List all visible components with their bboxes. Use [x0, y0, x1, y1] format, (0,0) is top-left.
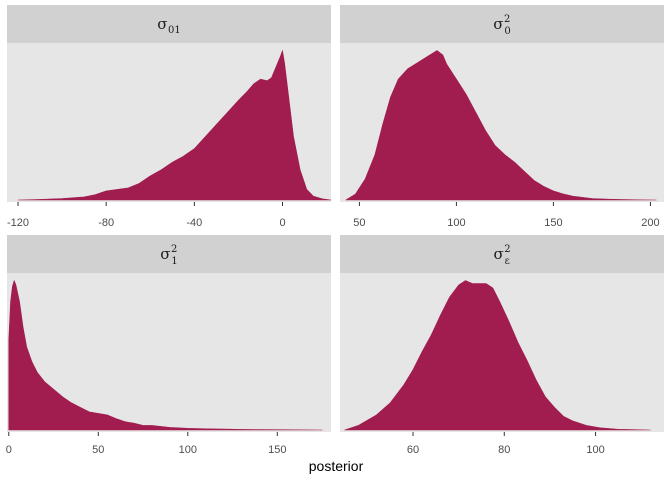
x-tick-label: 80 [498, 444, 510, 456]
facet-strip-label: σ2 1 [160, 244, 178, 267]
facet-strip-label: σ01 [157, 15, 180, 36]
facet-panel-2: σ2 1 0 50 100 150 [6, 235, 331, 456]
density-area [17, 50, 332, 201]
x-tick-label: -40 [186, 217, 202, 229]
x-tick-label: 50 [92, 444, 104, 456]
x-tick-label: 100 [447, 217, 465, 229]
x-tick-label: -120 [7, 217, 29, 229]
facet-strip [7, 5, 331, 43]
density-area [8, 280, 323, 431]
facet-panel-1: σ2 0 50 100 150 200 [340, 5, 664, 229]
panels-layer: σ01 -120 -80 -40 0 σ2 0 50 100 150 200 σ2 1 0 50 100 150… [6, 5, 664, 456]
x-tick-label: 150 [544, 217, 562, 229]
x-tick-label: -80 [98, 217, 114, 229]
facet-panel-0: σ01 -120 -80 -40 0 [7, 5, 332, 229]
x-tick-label: 100 [179, 444, 197, 456]
x-tick-label: 100 [586, 444, 604, 456]
x-tick-label: 0 [6, 444, 12, 456]
facet-strip [340, 235, 664, 273]
density-area [345, 50, 657, 201]
x-tick-label: 50 [353, 217, 365, 229]
x-axis-title: posterior [309, 458, 364, 474]
x-tick-label: 0 [279, 217, 285, 229]
x-tick-label: 200 [641, 217, 659, 229]
x-tick-label: 60 [407, 444, 419, 456]
facet-strip-label: σ2 ε [493, 244, 510, 267]
x-tick-label: 150 [268, 444, 286, 456]
density-area [344, 280, 651, 431]
facet-strip [340, 5, 664, 43]
facet-panel-3: σ2 ε 60 80 100 [340, 235, 664, 456]
facet-strip [7, 235, 331, 273]
facet-strip-label: σ2 0 [493, 14, 511, 37]
